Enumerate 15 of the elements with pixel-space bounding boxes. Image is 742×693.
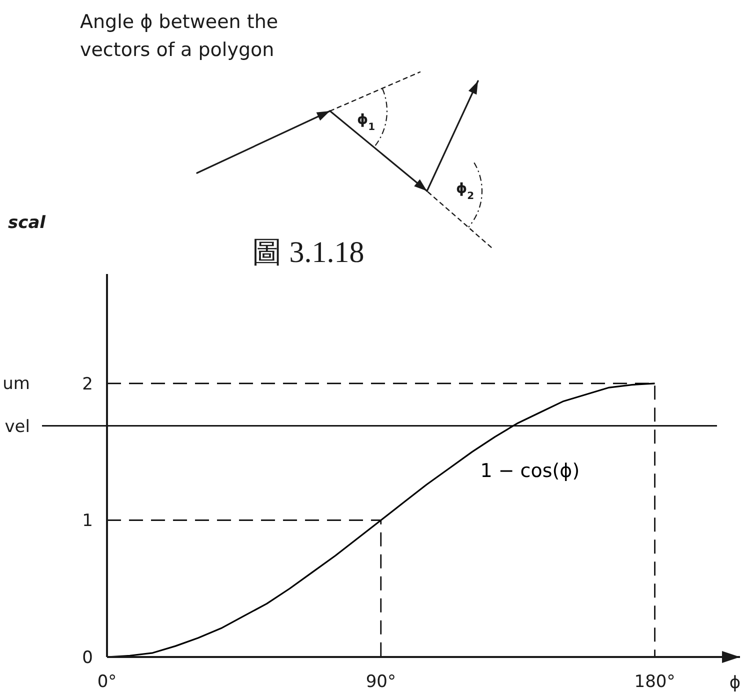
x-axis-title: ϕ	[729, 673, 741, 693]
x-tick-label: 0°	[97, 672, 117, 692]
text: ϕ$_{2}$	[456, 181, 474, 202]
series-label: 1 − cos(ϕ)	[480, 460, 580, 482]
text: ϕ$_{1}$	[357, 112, 376, 132]
y-tick-label: 0	[82, 648, 93, 668]
text: um	[2, 374, 30, 394]
ref-line-label: vel	[4, 416, 30, 437]
text: Angle ϕ between the vectors of a polygon	[80, 11, 278, 61]
text: scal	[8, 213, 47, 233]
y-tick-label: 1	[82, 511, 93, 532]
chart-title: 圖 3.1.18	[252, 236, 364, 269]
x-tick-label: 180°	[634, 672, 676, 692]
y-tick-label: 2	[82, 374, 93, 394]
x-tick-label: 90°	[366, 672, 396, 692]
